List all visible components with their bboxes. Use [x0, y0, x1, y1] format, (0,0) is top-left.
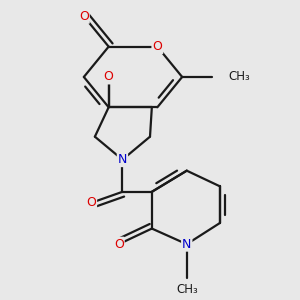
Text: O: O [86, 196, 96, 209]
Text: N: N [182, 238, 191, 251]
Text: N: N [118, 153, 127, 166]
Text: CH₃: CH₃ [176, 283, 198, 296]
Text: O: O [104, 70, 114, 83]
Text: O: O [152, 40, 162, 53]
Text: O: O [79, 10, 89, 23]
Text: CH₃: CH₃ [228, 70, 250, 83]
Text: O: O [114, 238, 124, 251]
